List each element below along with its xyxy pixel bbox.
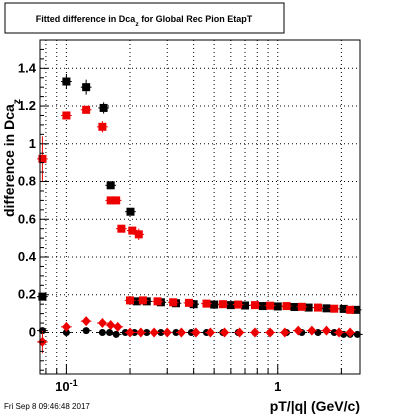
- data-point: [184, 298, 193, 307]
- data-point: [273, 302, 282, 311]
- data-point: [250, 301, 259, 310]
- data-point: [106, 181, 115, 190]
- data-point: [330, 304, 339, 313]
- plot-frame: [39, 39, 361, 375]
- data-point: [62, 111, 71, 120]
- data-point: [191, 327, 201, 338]
- data-point: [136, 327, 146, 338]
- data-point: [98, 328, 106, 336]
- data-point: [138, 296, 147, 305]
- data-point: [82, 327, 90, 335]
- data-point: [346, 305, 355, 314]
- data-point: [128, 226, 137, 235]
- data-point: [322, 304, 331, 313]
- y-tick-label: 0.4: [18, 249, 37, 264]
- data-point: [218, 300, 227, 309]
- data-point: [345, 327, 355, 338]
- y-tick-label: 1.2: [18, 98, 36, 113]
- data-point: [149, 327, 159, 338]
- y-tick-label: 0: [29, 324, 36, 339]
- data-point: [97, 318, 107, 329]
- data-point: [258, 302, 267, 311]
- data-point: [38, 154, 47, 163]
- data-point: [112, 196, 121, 205]
- data-point: [353, 330, 361, 338]
- data-point: [220, 327, 230, 338]
- data-point: [112, 330, 120, 338]
- footer-timestamp: Fri Sep 8 09:46:48 2017: [4, 402, 90, 411]
- data-point: [106, 328, 114, 336]
- data-point: [189, 300, 198, 309]
- data-point: [241, 301, 250, 310]
- data-point: [235, 327, 245, 338]
- data-point: [62, 77, 71, 86]
- series-1: [37, 105, 356, 314]
- data-point: [113, 321, 123, 332]
- data-point: [81, 316, 91, 327]
- data-point: [265, 327, 275, 338]
- axes: 0 0.2 0.4 0.6 0.8 1 1.2 1.4 10-1 1: [18, 39, 361, 394]
- data-point: [280, 327, 290, 338]
- data-point: [352, 305, 361, 314]
- data-point: [321, 325, 331, 336]
- data-point: [293, 325, 303, 336]
- data-point: [106, 319, 116, 330]
- data-point: [234, 300, 243, 309]
- data-layer: [37, 73, 363, 354]
- data-point: [266, 301, 275, 310]
- y-tick-label: 1.4: [18, 60, 37, 75]
- chart-title-box: Fitted difference in Dcaz for Global Rec…: [4, 2, 285, 34]
- y-tick-label: 0.6: [18, 211, 36, 226]
- data-point: [98, 122, 107, 131]
- data-point: [38, 292, 47, 301]
- data-point: [339, 304, 348, 313]
- y-axis-label: difference in Dcaz: [1, 99, 23, 217]
- data-point: [172, 328, 180, 336]
- data-point: [126, 296, 135, 305]
- data-point: [106, 196, 115, 205]
- data-point: [205, 327, 215, 338]
- data-point: [117, 224, 126, 233]
- data-point: [82, 83, 91, 92]
- data-point: [313, 303, 322, 312]
- data-point: [157, 328, 165, 336]
- y-tick-label: 1: [29, 136, 36, 151]
- data-point: [134, 230, 143, 239]
- data-point: [282, 302, 291, 311]
- data-point: [62, 328, 70, 336]
- data-point: [125, 327, 135, 338]
- data-point: [82, 105, 91, 114]
- data-point: [143, 328, 151, 336]
- x-axis-label: pT/|q| (GeV/c): [270, 398, 360, 414]
- x-tick-label: 10-1: [55, 378, 78, 394]
- data-point: [169, 298, 178, 307]
- chart-title: Fitted difference in Dcaz for Global Rec…: [36, 14, 253, 28]
- data-point: [334, 327, 344, 338]
- data-point: [250, 327, 260, 338]
- data-point: [307, 325, 317, 336]
- data-point: [226, 301, 235, 310]
- data-point: [153, 297, 162, 306]
- y-tick-label: 0.2: [18, 287, 36, 302]
- data-point: [132, 297, 141, 306]
- data-point: [176, 327, 186, 338]
- data-point: [202, 299, 211, 308]
- data-point: [61, 321, 71, 332]
- data-point: [162, 327, 172, 338]
- y-tick-label: 0.8: [18, 174, 36, 189]
- x-tick-label: 1: [274, 379, 281, 394]
- data-point: [290, 303, 299, 312]
- data-point: [126, 207, 135, 216]
- data-point: [99, 103, 108, 112]
- data-point: [297, 302, 306, 311]
- data-point: [304, 303, 313, 312]
- data-point: [210, 300, 219, 309]
